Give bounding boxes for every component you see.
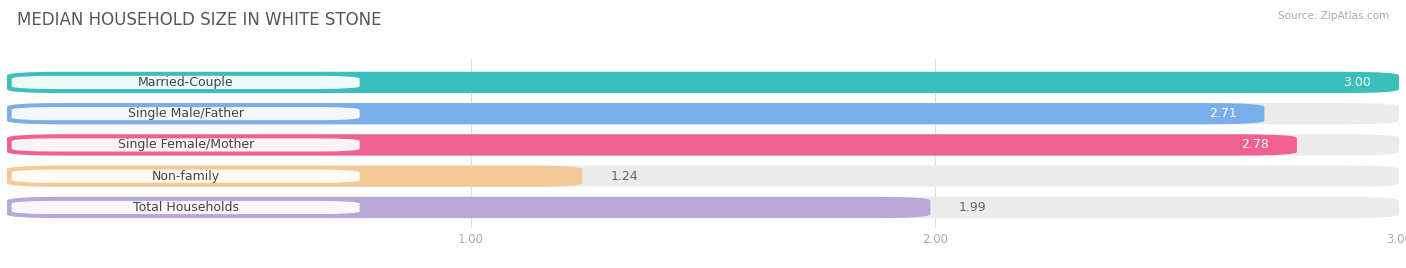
FancyBboxPatch shape (11, 107, 360, 120)
Text: Single Female/Mother: Single Female/Mother (118, 139, 254, 151)
Text: MEDIAN HOUSEHOLD SIZE IN WHITE STONE: MEDIAN HOUSEHOLD SIZE IN WHITE STONE (17, 11, 381, 29)
Text: 2.78: 2.78 (1241, 139, 1270, 151)
FancyBboxPatch shape (7, 134, 1296, 155)
Text: 2.71: 2.71 (1209, 107, 1237, 120)
FancyBboxPatch shape (7, 166, 582, 187)
Text: Source: ZipAtlas.com: Source: ZipAtlas.com (1278, 11, 1389, 21)
Text: Non-family: Non-family (152, 170, 219, 183)
FancyBboxPatch shape (7, 72, 1399, 93)
FancyBboxPatch shape (7, 166, 1399, 187)
Text: Total Households: Total Households (132, 201, 239, 214)
Text: 3.00: 3.00 (1343, 76, 1371, 89)
FancyBboxPatch shape (7, 197, 931, 218)
FancyBboxPatch shape (7, 103, 1399, 124)
Text: 1.24: 1.24 (610, 170, 638, 183)
Text: 1.99: 1.99 (959, 201, 986, 214)
FancyBboxPatch shape (11, 76, 360, 89)
FancyBboxPatch shape (7, 103, 1264, 124)
FancyBboxPatch shape (7, 72, 1399, 93)
Text: Single Male/Father: Single Male/Father (128, 107, 243, 120)
FancyBboxPatch shape (11, 138, 360, 151)
FancyBboxPatch shape (11, 201, 360, 214)
FancyBboxPatch shape (7, 134, 1399, 155)
FancyBboxPatch shape (11, 170, 360, 183)
Text: Married-Couple: Married-Couple (138, 76, 233, 89)
FancyBboxPatch shape (7, 197, 1399, 218)
